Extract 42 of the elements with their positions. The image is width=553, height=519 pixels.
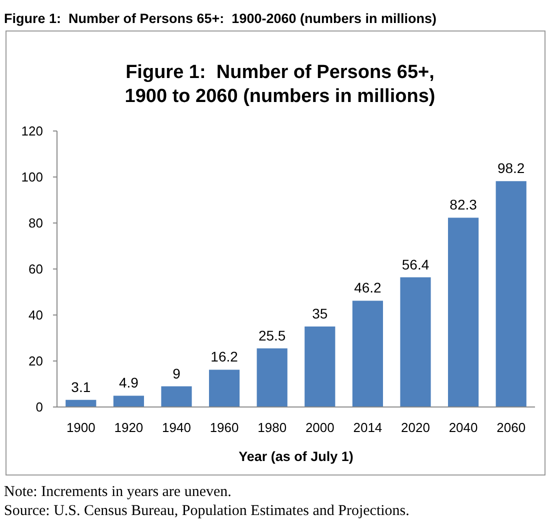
y-tick-label: 40 xyxy=(28,308,43,323)
bar xyxy=(400,277,431,407)
x-tick-label: 1900 xyxy=(66,420,96,435)
bar xyxy=(352,300,383,407)
data-label: 35 xyxy=(312,306,328,322)
data-label: 25.5 xyxy=(258,327,286,344)
data-label: 9 xyxy=(172,365,181,382)
bar xyxy=(448,218,479,407)
data-label: 4.9 xyxy=(118,374,139,391)
bar xyxy=(113,396,144,407)
y-tick-label: 120 xyxy=(21,124,43,139)
x-tick-label: 1960 xyxy=(210,420,239,435)
y-tick-label: 20 xyxy=(28,354,43,369)
y-tick-label: 0 xyxy=(36,400,43,415)
x-tick-label: 2020 xyxy=(401,420,430,435)
bar xyxy=(161,386,192,407)
bar xyxy=(66,400,96,407)
y-tick-label: 100 xyxy=(21,170,43,185)
data-label: 46.2 xyxy=(354,280,382,296)
source-note: Source: U.S. Census Bureau, Population Estimates and Projections. xyxy=(4,503,410,519)
y-tick-label: 80 xyxy=(28,216,43,231)
bar xyxy=(209,370,240,407)
x-tick-label: 1920 xyxy=(114,420,144,435)
data-label: 3.1 xyxy=(71,378,91,395)
x-tick-label: 2040 xyxy=(448,420,478,435)
data-label: 82.3 xyxy=(450,196,478,213)
bar xyxy=(304,326,336,407)
x-axis-title: Year (as of July 1) xyxy=(238,449,354,464)
chart-subtitle: Figure 1: Number of Persons 65+, 1900 to 2060 (numbers in millions) xyxy=(124,62,436,107)
bar xyxy=(256,348,288,407)
x-tick-label: 2014 xyxy=(353,420,382,435)
data-label: 16.2 xyxy=(210,348,238,365)
x-tick-label: 2000 xyxy=(305,420,334,435)
y-tick-label: 60 xyxy=(28,262,43,277)
x-tick-label: 1940 xyxy=(162,420,191,435)
x-tick-label: 1980 xyxy=(258,420,287,435)
x-tick-label: 2060 xyxy=(496,420,526,435)
data-label: 56.4 xyxy=(402,256,430,272)
text: Note: Increments in years are uneven. xyxy=(4,484,232,500)
bar xyxy=(496,181,526,407)
data-label: 98.2 xyxy=(497,160,525,176)
chart-title: Figure 1: Number of Persons 65+: 1900-2060 (numbers in millions) xyxy=(4,11,437,26)
